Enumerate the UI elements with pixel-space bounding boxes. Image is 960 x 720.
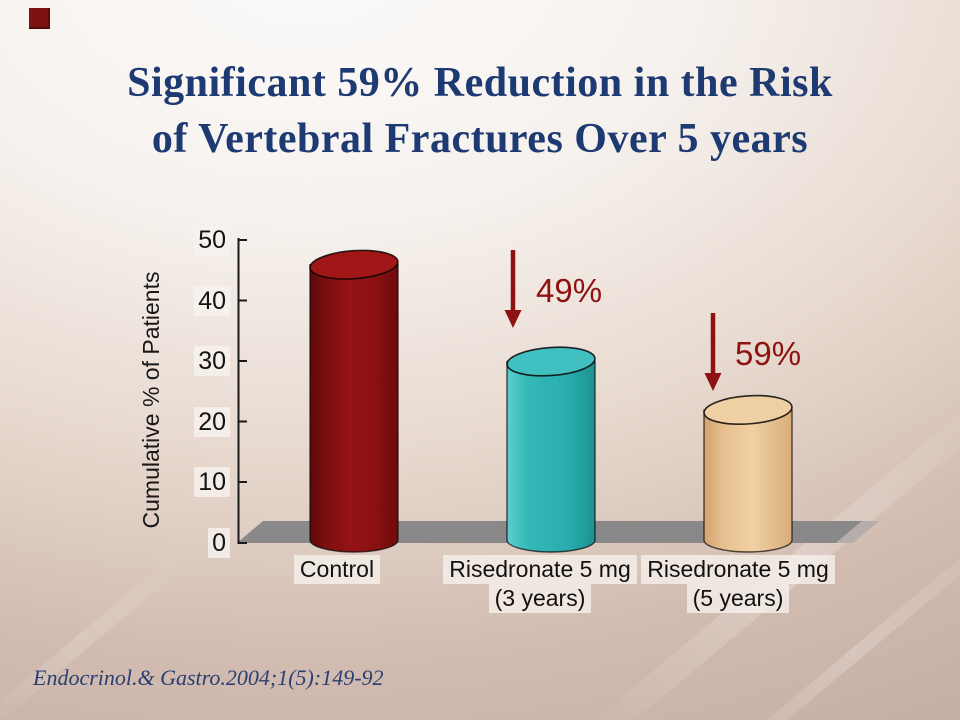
bar-cylinder-top-0 xyxy=(309,249,399,280)
chart-floor-right-face xyxy=(836,521,879,543)
y-tick-label-30: 30 xyxy=(170,346,230,376)
y-axis xyxy=(237,238,247,544)
y-tick-label-0: 0 xyxy=(170,528,230,558)
category-label-2: Risedronate 5 mg (5 years) xyxy=(588,555,888,613)
y-tick-label-50: 50 xyxy=(170,225,230,255)
bar-cylinder-body-2 xyxy=(703,409,793,553)
y-tick-label-10: 10 xyxy=(170,467,230,497)
slide-title: Significant 59% Reduction in the Risk of… xyxy=(0,55,960,167)
y-tick-label-40: 40 xyxy=(170,286,230,316)
bar-cylinder-body-1 xyxy=(506,360,596,553)
corner-ornament xyxy=(29,8,50,29)
category-label-1: Risedronate 5 mg (3 years) xyxy=(390,555,690,613)
reduction-pct-49: 49% xyxy=(536,272,603,309)
category-label-0: Control xyxy=(187,555,487,584)
bar-cylinder-top-2 xyxy=(703,394,793,425)
slide-title-line2: of Vertebral Fractures Over 5 years xyxy=(151,116,809,162)
reduction-pct-59: 59% xyxy=(735,335,802,372)
bar-cylinder-top-1 xyxy=(506,346,596,377)
y-tick-label-20: 20 xyxy=(170,407,230,437)
citation: Endocrinol.& Gastro.2004;1(5):149-92 xyxy=(33,665,384,690)
reduction-arrow-59 xyxy=(704,313,722,391)
slide-title-line1: Significant 59% Reduction in the Risk xyxy=(127,60,833,106)
bar-cylinder-body-0 xyxy=(309,264,399,553)
reduction-arrow-49 xyxy=(504,250,522,328)
